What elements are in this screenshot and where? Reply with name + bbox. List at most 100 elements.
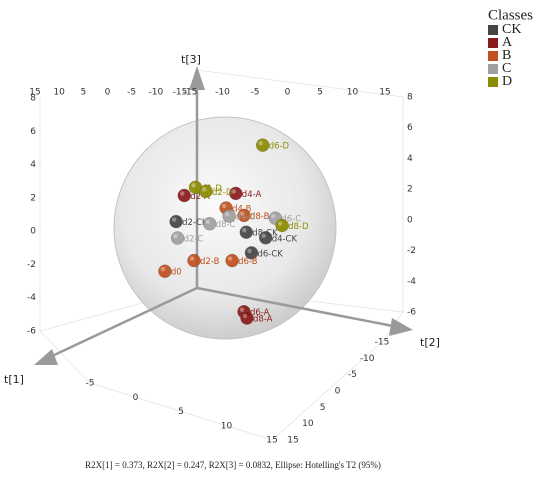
point-label: d6-C [281, 215, 301, 225]
point-highlight [258, 140, 263, 146]
legend-swatch [488, 51, 498, 61]
data-point [187, 253, 201, 268]
tick-label: 0 [30, 227, 36, 237]
tick-label: -10 [360, 354, 375, 364]
tick-label: 5 [80, 88, 86, 98]
data-point [259, 231, 273, 245]
tick-label: 5 [320, 403, 326, 413]
tick-label: -5 [127, 88, 136, 98]
point-highlight [242, 313, 248, 319]
data-point [237, 208, 251, 223]
axis-label: t[2] [420, 336, 440, 349]
tick-label: -15 [375, 338, 390, 348]
point-label: d4-C [235, 213, 255, 223]
legend-swatch [488, 64, 498, 74]
data-point [177, 188, 191, 203]
point-highlight [221, 203, 227, 209]
axis-label: t[3] [181, 53, 201, 66]
tick-label: 5 [178, 407, 184, 417]
tick-label: 2 [30, 193, 36, 203]
data-point [240, 311, 254, 325]
legend-label: D [502, 74, 512, 89]
legend-title: Classes [488, 7, 533, 23]
point-highlight [239, 211, 245, 216]
tick-label: 0 [105, 88, 111, 98]
point-label: d2-B [200, 257, 220, 267]
data-point [222, 209, 236, 223]
tick-label: -10 [215, 88, 230, 98]
tick-label: 15 [266, 436, 277, 446]
point-label: d8-A [253, 315, 273, 325]
tick-label: 8 [407, 93, 413, 103]
data-point [275, 218, 289, 233]
legend-label: A [502, 35, 513, 50]
legend-label: CK [502, 22, 521, 37]
point-highlight [247, 248, 252, 254]
tick-label: -2 [27, 260, 36, 270]
point-label: d4-A [242, 190, 262, 200]
axis-t1 [49, 286, 198, 359]
data-point [239, 225, 253, 239]
legend-swatch [488, 77, 498, 87]
point-highlight [191, 183, 196, 188]
point-label: d6-A [250, 308, 270, 318]
tick-label: -2 [407, 246, 416, 256]
tick-label: -6 [407, 308, 416, 318]
axis-label: t[1] [4, 373, 24, 386]
footnote: R2X[1] = 0.373, R2X[2] = 0.247, R2X[3] =… [85, 460, 381, 470]
tick-label: 15 [29, 88, 40, 98]
hotelling-ellipse [113, 116, 337, 340]
arrowhead [389, 318, 413, 336]
tick-label: 8 [30, 94, 36, 104]
tick-label: 4 [407, 154, 413, 164]
tick-label: 6 [407, 123, 413, 133]
point-label: d8-D [288, 222, 309, 232]
tick-label: -4 [407, 277, 416, 287]
data-point [256, 138, 270, 152]
tick-label: 0 [285, 88, 291, 98]
point-label: d8-B [250, 212, 270, 222]
point-highlight [231, 189, 236, 194]
data-point [199, 184, 213, 198]
tick-label: 10 [221, 421, 233, 431]
tick-label: 6 [30, 127, 36, 137]
arrowhead [34, 349, 58, 365]
point-highlight [224, 211, 230, 217]
point-label: d6-B [238, 257, 258, 267]
point-highlight [227, 256, 233, 261]
point-label: d6-CK [258, 249, 284, 259]
point-label: d6-D [269, 142, 290, 152]
arrowhead [189, 66, 205, 90]
point-label: d0 [171, 268, 182, 278]
point-highlight [271, 214, 276, 219]
point-label: d2-CK [182, 218, 208, 228]
point-highlight [189, 256, 195, 261]
point-highlight [173, 233, 178, 239]
tick-label: 5 [317, 88, 323, 98]
tick-label: 10 [53, 88, 65, 98]
point-highlight [160, 267, 166, 272]
data-point [203, 217, 217, 231]
tick-label: 15 [287, 436, 298, 446]
data-point [225, 253, 239, 268]
point-highlight [261, 233, 266, 239]
tick-label: 0 [335, 387, 341, 397]
legend-label: B [502, 48, 511, 63]
legend-swatch [488, 25, 498, 35]
point-label: d4-CK [272, 234, 298, 244]
tick-label: 0 [133, 393, 139, 403]
point-label: d2-A [190, 192, 210, 202]
point-highlight [239, 307, 245, 312]
point-label: d8-C [216, 220, 236, 230]
point-label: d2-C [184, 235, 204, 245]
tick-label: 0 [407, 215, 413, 225]
tick-label: -5 [251, 88, 260, 98]
axis-t2 [196, 286, 399, 329]
point-highlight [277, 221, 283, 226]
tick-label: 4 [30, 160, 36, 170]
point-label: d2-D [212, 188, 233, 198]
tick-label: -15 [173, 88, 188, 98]
tick-label: -4 [27, 293, 36, 303]
point-highlight [201, 187, 207, 192]
